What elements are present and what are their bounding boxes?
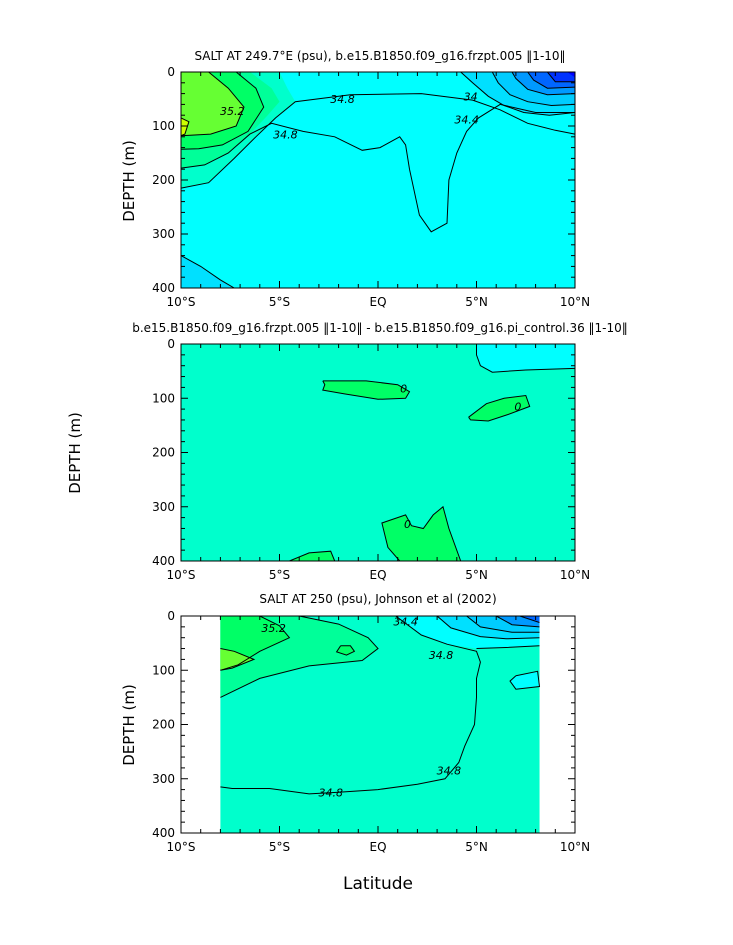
p3-y-tick-label: 400 [152,826,175,840]
p3-field: 35.2 34.4 34.8 34.8 34.8 [181,615,575,833]
panel-3-ylabel: DEPTH (m) [120,684,138,766]
p3-y-tick-label: 200 [152,718,175,732]
p1-contour-line-6 [460,72,575,116]
p1-x-tick-label: 5°N [465,295,488,309]
p2-contour-label-0: 0 [400,382,407,395]
p3-filled-region-2 [220,648,254,671]
panel-1-ylabel: DEPTH (m) [120,140,138,222]
p3-x-tick-label: 10°S [167,840,196,854]
p1-x-tick-label: 5°S [269,295,290,309]
p2-filled-region-4 [289,551,335,561]
p2-contour-line-0 [476,344,575,373]
panel-2-ylabel: DEPTH (m) [66,412,84,494]
p2-contour-line-1 [322,380,411,400]
p1-y-tick-label: 200 [152,173,175,187]
panel-1-plot-area: 34.8 35.2 34.8 34 34.4 10°S 5°S EQ 5°N 10°N 0 100 20… [152,65,590,309]
p2-x-tick-label: 10°N [560,568,590,582]
p2-y-tick-label: 200 [152,446,175,460]
p2-field: 0 0 0 [181,344,575,561]
p3-x-tick-label: 10°N [560,840,590,854]
p2-filled-region-3 [381,506,461,561]
p3-contour-line-5 [476,645,540,649]
p1-contour-line-10 [547,72,575,83]
p3-y-tick-label: 0 [167,609,175,623]
p1-y-tick-label: 400 [152,281,175,295]
p1-contour-line-4 [181,117,190,137]
p1-y-tick-label: 300 [152,227,175,241]
panel-1-title: SALT AT 249.7°E (psu), b.e15.B1850.f09_g… [194,49,565,63]
p3-contour-line-2 [220,648,256,671]
p2-filled-region-2 [468,395,530,421]
p3-contour-line-3 [335,645,356,656]
p2-filled-region-0 [476,344,575,373]
p3-contour-label-1: 34.4 [393,615,418,628]
p1-x-tick-label: EQ [369,295,386,309]
p1-contour-line-8 [511,72,575,96]
p2-x-tick-label: 10°S [167,568,196,582]
p2-y-tick-label: 100 [152,391,175,405]
p1-filled-region-5 [181,117,189,136]
p1-filled-region-11 [567,72,575,78]
p1-contour-label-0: 34.8 [330,93,355,106]
x-axis-label: Latitude [343,874,413,894]
p1-contour-line-0 [181,93,575,189]
p3-contour-line-7 [466,616,540,633]
p1-x-tick-label: 10°N [560,295,590,309]
p3-x-tick-label: EQ [369,840,386,854]
p2-x-tick-label: 5°N [465,568,488,582]
p2-contour-line-2 [468,394,531,422]
p3-contour-label-4: 34.8 [318,786,343,799]
p1-x-tick-label: 10°S [167,295,196,309]
p1-contour-label-4: 34.4 [454,114,479,127]
p1-contour-line-1 [181,103,575,233]
panel-1: SALT AT 249.7°E (psu), b.e15.B1850.f09_g… [120,49,590,309]
p2-filled-region-1 [322,380,410,400]
p2-x-tick-label: EQ [369,568,386,582]
p1-filled-region-0 [181,255,235,288]
p3-contour-line-6 [436,616,540,640]
p1-y-tick-label: 100 [152,119,175,133]
p3-x-tick-label: 5°S [269,840,290,854]
p1-contour-line-2 [181,72,265,150]
p1-contour-label-1: 35.2 [220,105,245,118]
p3-contour-line-10 [509,670,541,690]
panel-3-title: SALT AT 250 (psu), Johnson et al (2002) [259,592,496,606]
p2-background [181,344,575,561]
p2-y-tick-label: 300 [152,500,175,514]
p3-contour-line-9 [519,616,540,623]
p1-y-tick-label: 0 [167,65,175,79]
p1-filled-region-10 [547,72,575,82]
p3-y-tick-label: 300 [152,772,175,786]
p1-contour-line-7 [491,72,575,107]
p3-contour-line-8 [495,616,540,628]
panel-3-plot-area: 35.2 34.4 34.8 34.8 34.8 10°S 5°S EQ 5°N 10°N 0 100… [152,609,590,854]
p3-contour-line-1 [220,616,291,671]
p2-x-tick-label: 5°S [269,568,290,582]
p1-field: 34.8 35.2 34.8 34 34.4 [181,72,575,288]
panel-2-title: b.e15.B1850.f09_g16.frzpt.005 ‖1-10‖ - b… [132,321,628,335]
p1-contour-line-9 [527,72,575,89]
p1-contour-label-3: 34 [464,90,478,103]
p1-contour-line-3 [181,72,245,137]
p3-contour-label-0: 35.2 [261,622,286,635]
p2-contour-label-2: 0 [404,518,411,531]
p1-contour-label-2: 34.8 [273,129,298,142]
p2-contour-label-1: 0 [514,400,521,413]
p3-contour-line-0 [220,616,379,698]
p2-y-tick-label: 400 [152,554,175,568]
p3-contour-line-4 [220,616,481,795]
p3-x-tick-label: 5°N [465,840,488,854]
p1-contour-line-5 [181,255,235,288]
p3-contour-label-2: 34.8 [429,649,454,662]
panel-2: b.e15.B1850.f09_g16.frzpt.005 ‖1-10‖ - b… [66,321,628,582]
p2-contour-line-4 [289,550,336,561]
panel-3: SALT AT 250 (psu), Johnson et al (2002) … [120,592,590,894]
p1-filled-region-4 [181,72,244,136]
panel-2-plot-area: 0 0 0 10°S 5°S EQ 5°N 10°N 0 100 200 300 400 [152,337,590,582]
p3-contour-label-3: 34.8 [437,765,462,778]
p3-y-tick-label: 100 [152,663,175,677]
p2-contour-line-3 [381,505,462,561]
p2-y-tick-label: 0 [167,337,175,351]
